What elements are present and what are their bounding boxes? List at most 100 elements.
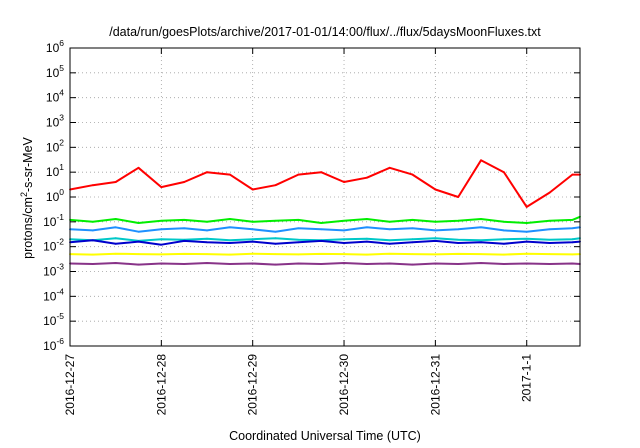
data-point (91, 253, 94, 256)
y-tick-exp: -5 (56, 311, 64, 321)
data-point (434, 253, 437, 256)
data-point (457, 228, 460, 231)
y-tick-label: 10-1 (43, 212, 64, 229)
series-2 (69, 215, 581, 224)
data-point (365, 218, 368, 220)
data-point (548, 191, 551, 194)
data-point (411, 263, 414, 266)
data-point (411, 253, 414, 256)
data-point (183, 218, 186, 221)
data-point (251, 228, 254, 231)
data-point (502, 229, 505, 232)
data-point (434, 229, 437, 232)
chart-title: /data/run/goesPlots/archive/2017-01-01/1… (109, 25, 541, 39)
data-point (571, 262, 574, 265)
y-tick-base: 10 (46, 140, 60, 154)
data-point (571, 253, 574, 256)
data-point (365, 253, 368, 256)
data-point (297, 262, 300, 265)
data-point (183, 227, 186, 230)
data-point (228, 218, 231, 220)
data-point (274, 237, 277, 240)
y-tick-exp: 4 (59, 88, 64, 98)
data-point (160, 262, 163, 265)
series-7 (69, 262, 581, 266)
y-tick-base: 10 (43, 289, 57, 303)
y-tick-exp: 3 (59, 113, 64, 123)
data-point (388, 228, 391, 231)
data-point (228, 253, 231, 256)
y-tick-base: 10 (46, 66, 60, 80)
data-point (343, 238, 345, 241)
data-point (251, 220, 254, 223)
data-point (388, 252, 391, 255)
series-layer (69, 159, 581, 266)
data-point (251, 262, 254, 265)
series-6 (69, 252, 581, 256)
data-point (457, 238, 460, 241)
data-point (365, 226, 368, 229)
y-tick-exp: -4 (56, 286, 64, 296)
data-point (137, 253, 140, 256)
data-point (434, 240, 437, 242)
data-point (525, 222, 528, 224)
data-point (114, 262, 117, 264)
data-point (343, 219, 345, 222)
data-point (571, 173, 574, 176)
data-point (525, 205, 528, 208)
data-point (228, 226, 231, 229)
y-tick-label: 105 (46, 63, 64, 80)
series-1 (69, 159, 581, 208)
data-point (320, 253, 323, 255)
data-point (411, 173, 414, 176)
data-point (480, 262, 482, 264)
data-point (274, 184, 277, 187)
data-point (114, 226, 117, 229)
y-axis: 10-610-510-410-310-210-11001011021031041… (43, 38, 580, 353)
data-point (480, 253, 482, 256)
data-point (525, 252, 528, 255)
data-point (457, 253, 460, 255)
data-point (571, 238, 574, 241)
data-point (251, 238, 254, 241)
data-point (320, 228, 323, 231)
data-point (91, 239, 94, 242)
series-line (69, 239, 581, 246)
data-point (228, 242, 231, 244)
data-point (502, 220, 505, 223)
data-point (571, 241, 574, 244)
y-tick-exp: -6 (56, 336, 64, 346)
data-point (274, 242, 277, 245)
y-tick-label: 102 (46, 137, 64, 154)
data-point (365, 176, 368, 179)
data-point (365, 263, 368, 265)
data-point (343, 253, 345, 256)
data-point (365, 237, 368, 240)
data-point (434, 262, 437, 265)
data-point (206, 262, 208, 264)
data-point (297, 241, 300, 244)
data-point (160, 238, 163, 241)
data-point (502, 171, 505, 174)
data-point (91, 220, 94, 223)
data-point (297, 238, 300, 241)
data-point (571, 227, 574, 230)
y-tick-exp: 0 (59, 187, 64, 197)
y-axis-label-pre: protons/cm (21, 197, 35, 259)
data-point (365, 240, 368, 243)
y-tick-label: 100 (46, 187, 64, 204)
x-axis-label: Coordinated Universal Time (UTC) (229, 429, 421, 443)
data-point (457, 242, 460, 244)
data-point (480, 239, 482, 242)
series-3 (69, 226, 581, 233)
y-tick-exp: -3 (56, 262, 64, 272)
data-point (411, 238, 414, 241)
data-point (548, 263, 551, 265)
data-point (502, 253, 505, 256)
data-point (114, 252, 117, 255)
y-tick-base: 10 (46, 116, 60, 130)
series-5 (69, 239, 581, 246)
data-point (388, 220, 391, 223)
data-point (548, 238, 551, 241)
